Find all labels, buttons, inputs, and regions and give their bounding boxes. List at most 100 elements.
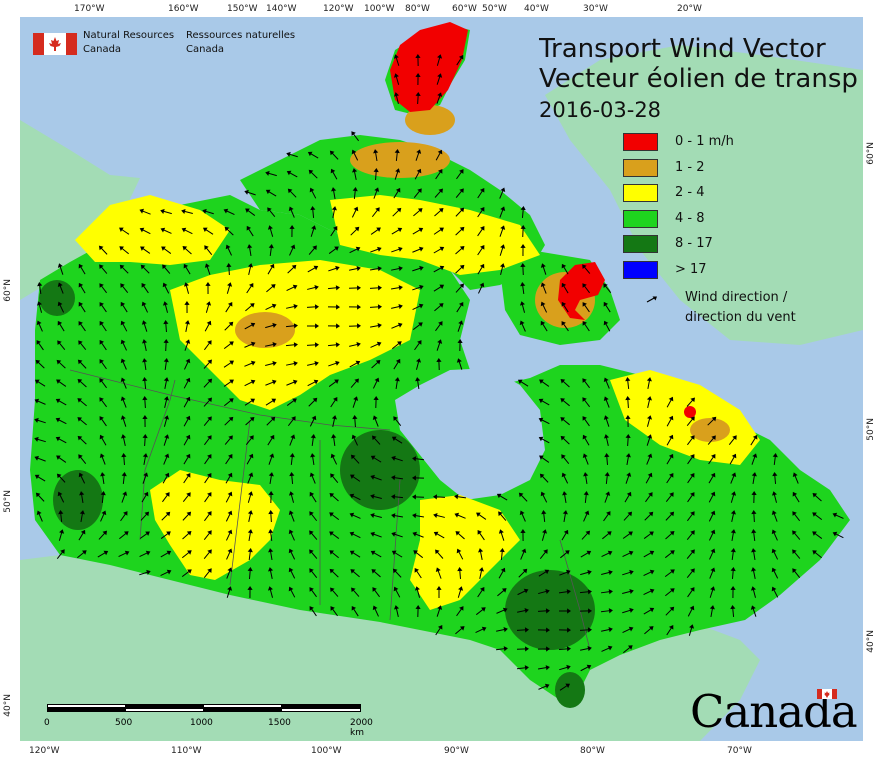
- wind-arrow-head: [459, 283, 465, 289]
- wind-arrow-shaft: [100, 436, 107, 446]
- wind-arrow-head: [625, 396, 631, 401]
- wind-arrow-head: [393, 586, 399, 592]
- wind-arrow-head: [34, 398, 40, 404]
- wind-arrow-shaft: [165, 322, 167, 333]
- wind-arrow-shaft: [223, 342, 233, 350]
- wind-arrow-shaft: [374, 417, 379, 427]
- wind-arrow-head: [566, 664, 571, 670]
- wind-arrow-head: [587, 646, 592, 652]
- wind-arrow-shaft: [646, 455, 651, 465]
- wind-arrow-shaft: [393, 189, 400, 199]
- wind-arrow-shaft: [161, 513, 169, 521]
- wind-arrow-head: [711, 435, 716, 441]
- wind-arrow-head: [288, 491, 294, 496]
- wind-arrow-head: [587, 627, 592, 633]
- wind-arrow-shaft: [541, 322, 548, 332]
- wind-arrow-shaft: [265, 305, 275, 311]
- wind-arrow-shaft: [627, 398, 629, 409]
- wind-arrow-shaft: [204, 341, 211, 351]
- wind-arrow-head: [224, 226, 230, 232]
- wind-arrow-head: [792, 568, 797, 573]
- wind-arrow-head: [459, 246, 465, 251]
- wind-arrow-head: [336, 304, 340, 310]
- wind-arrow-shaft: [436, 75, 441, 85]
- wind-arrow-shaft: [350, 379, 358, 388]
- wind-arrow-shaft: [247, 474, 252, 484]
- wind-arrow-head: [247, 510, 253, 515]
- wind-arrow-head: [561, 282, 567, 288]
- wind-arrow-head: [309, 491, 315, 497]
- wind-arrow-shaft: [455, 189, 463, 198]
- wind-arrow-shaft: [184, 360, 189, 370]
- wind-arrow-shaft: [415, 569, 422, 579]
- wind-arrow-shaft: [499, 208, 504, 218]
- wind-arrow-head: [523, 588, 529, 594]
- wind-arrow-head: [247, 244, 253, 249]
- wind-arrow-shaft: [665, 608, 673, 616]
- wind-arrow-head: [249, 435, 254, 440]
- wind-arrow-head: [415, 605, 421, 609]
- wind-arrow-shaft: [416, 588, 421, 598]
- wind-arrow-head: [647, 434, 653, 439]
- wind-arrow-shaft: [516, 667, 527, 670]
- wind-arrow-head: [307, 151, 313, 157]
- wind-arrow-head: [55, 436, 61, 442]
- wind-arrow-head: [373, 149, 379, 154]
- wind-arrow-shaft: [606, 455, 608, 466]
- wind-arrow-head: [163, 358, 169, 363]
- wind-arrow-shaft: [392, 209, 400, 217]
- wind-arrow-shaft: [391, 342, 401, 350]
- wind-arrow-shaft: [204, 210, 214, 215]
- wind-arrow-shaft: [541, 475, 549, 483]
- wind-arrow-head: [100, 472, 106, 477]
- wind-arrow-head: [730, 510, 736, 515]
- wind-arrow-shaft: [59, 284, 64, 294]
- wind-arrow-shaft: [245, 304, 254, 312]
- wind-arrow-head: [351, 434, 357, 440]
- wind-arrow-shaft: [122, 474, 125, 485]
- wind-arrow-head: [585, 530, 591, 536]
- wind-arrow-head: [625, 415, 631, 419]
- wind-arrow-head: [398, 285, 403, 291]
- wind-arrow-head: [418, 227, 424, 233]
- wind-arrow-head: [250, 379, 256, 385]
- wind-arrow-head: [181, 208, 186, 215]
- wind-arrow-shaft: [412, 286, 422, 291]
- wind-arrow-head: [225, 244, 231, 250]
- wind-arrow-head: [710, 491, 716, 497]
- wind-arrow-head: [563, 529, 569, 535]
- wind-arrow-shaft: [164, 303, 168, 313]
- wind-arrow-shaft: [772, 588, 779, 598]
- wind-arrow-head: [750, 586, 756, 591]
- wind-arrow-head: [480, 226, 485, 231]
- wind-arrow-head: [271, 398, 277, 404]
- wind-arrow-head: [120, 339, 126, 345]
- wind-arrow-shaft: [204, 493, 211, 503]
- wind-arrow-head: [34, 436, 39, 442]
- wind-arrow-head: [437, 149, 443, 155]
- wind-arrow-head: [351, 587, 356, 593]
- wind-arrow-shaft: [60, 512, 63, 523]
- border-mb-on: [389, 479, 401, 621]
- grid-label-top-6: 80°W: [405, 4, 430, 14]
- wind-arrow-head: [34, 455, 39, 461]
- wind-arrow-shaft: [100, 379, 107, 389]
- wind-arrow-shaft: [121, 493, 126, 503]
- wind-arrow-head: [331, 187, 337, 192]
- wind-arrow-shaft: [414, 170, 421, 180]
- wind-arrow-head: [123, 531, 129, 536]
- wind-arrow-shaft: [562, 265, 569, 275]
- wind-arrow-head: [500, 244, 506, 249]
- wind-arrow-shaft: [226, 550, 231, 560]
- wind-arrow-shaft: [521, 512, 526, 522]
- wind-arrow-shaft: [456, 56, 463, 66]
- wind-arrow-head: [792, 472, 798, 478]
- wind-arrow-shaft: [141, 210, 151, 215]
- wind-arrow-head: [268, 472, 274, 477]
- wind-arrow-head: [582, 453, 588, 458]
- wind-arrow-head: [454, 512, 460, 518]
- wind-arrow-head: [649, 569, 655, 575]
- wind-arrow-shaft: [290, 455, 293, 466]
- wind-arrow-head: [313, 265, 319, 271]
- wind-arrow-head: [395, 358, 401, 364]
